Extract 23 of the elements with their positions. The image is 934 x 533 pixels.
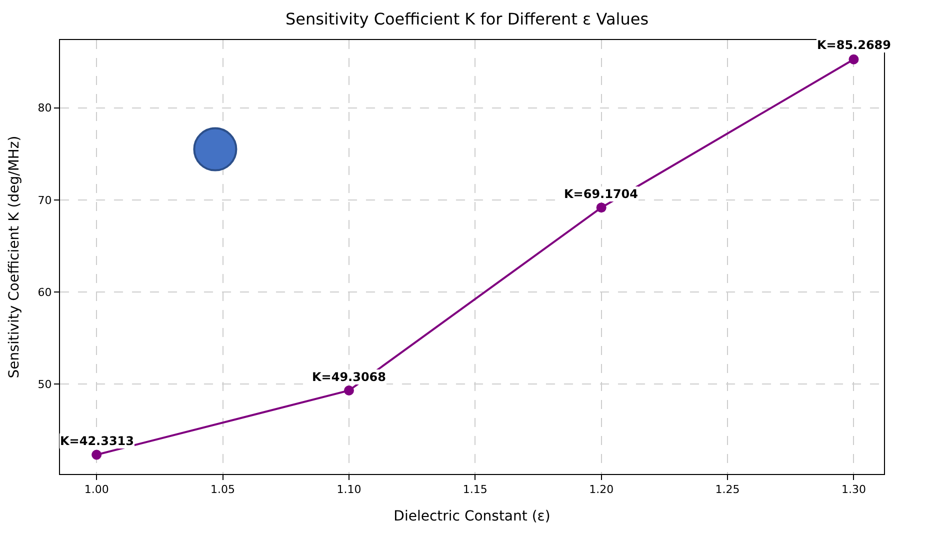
data-label: K=42.3313 bbox=[60, 434, 134, 448]
x-tick-label: 1.30 bbox=[841, 483, 866, 496]
data-label: K=69.1704 bbox=[564, 187, 638, 201]
data-label: K=49.3068 bbox=[312, 370, 386, 384]
x-tick-label: 1.15 bbox=[462, 483, 488, 496]
chart-title: Sensitivity Coefficient K for Different ε Values bbox=[285, 10, 649, 29]
x-axis-title: Dielectric Constant (ε) bbox=[394, 508, 550, 524]
y-tick-label: 70 bbox=[38, 194, 52, 207]
y-tick-label: 60 bbox=[38, 286, 52, 299]
x-tick-label: 1.25 bbox=[715, 483, 740, 496]
point bbox=[193, 127, 238, 172]
y-tick-label: 50 bbox=[38, 378, 52, 391]
point bbox=[596, 202, 606, 213]
y-axis-title: Sensitivity Coefficient K (deg/MHz) bbox=[6, 136, 22, 378]
point bbox=[848, 54, 859, 64]
point bbox=[344, 386, 354, 396]
x-tick-label: 1.20 bbox=[589, 483, 614, 496]
x-tick-label: 1.10 bbox=[336, 483, 362, 496]
data-label: K=85.2689 bbox=[817, 38, 892, 52]
y-tick-label: 80 bbox=[38, 102, 52, 115]
x-tick-label: 1.00 bbox=[84, 483, 109, 496]
x-tick-label: 1.05 bbox=[210, 483, 236, 496]
point bbox=[92, 450, 102, 460]
